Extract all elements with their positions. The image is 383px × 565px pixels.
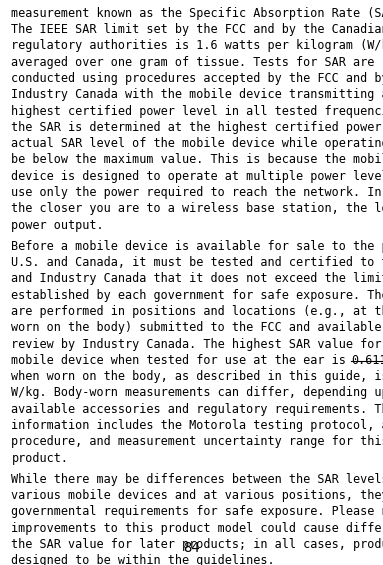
Text: the SAR value for later products; in all cases, products are: the SAR value for later products; in all… [11, 538, 383, 551]
Text: 84: 84 [183, 541, 200, 555]
Text: governmental requirements for safe exposure. Please note that: governmental requirements for safe expos… [11, 505, 383, 518]
Text: be below the maximum value. This is because the mobile: be below the maximum value. This is beca… [11, 154, 383, 167]
Text: The IEEE SAR limit set by the FCC and by the Canadian: The IEEE SAR limit set by the FCC and by… [11, 23, 383, 36]
Text: U.S. and Canada, it must be tested and certified to the FCC: U.S. and Canada, it must be tested and c… [11, 256, 383, 269]
Text: While there may be differences between the SAR levels of: While there may be differences between t… [11, 473, 383, 486]
Text: the closer you are to a wireless base station, the lower the: the closer you are to a wireless base st… [11, 202, 383, 215]
Text: established by each government for safe exposure. The tests: established by each government for safe … [11, 289, 383, 302]
Text: designed to be within the guidelines.: designed to be within the guidelines. [11, 554, 275, 565]
Text: information includes the Motorola testing protocol, assessment: information includes the Motorola testin… [11, 419, 383, 432]
Text: power output.: power output. [11, 219, 104, 232]
Text: W/kg. Body-worn measurements can differ, depending upon: W/kg. Body-worn measurements can differ,… [11, 386, 383, 399]
Text: Before a mobile device is available for sale to the public in the: Before a mobile device is available for … [11, 240, 383, 253]
Text: review by Industry Canada. The highest SAR value for this: review by Industry Canada. The highest S… [11, 337, 383, 350]
Text: when worn on the body, as described in this guide, is: when worn on the body, as described in t… [11, 370, 383, 383]
Text: worn on the body) submitted to the FCC and available for: worn on the body) submitted to the FCC a… [11, 321, 383, 334]
Text: conducted using procedures accepted by the FCC and by: conducted using procedures accepted by t… [11, 72, 383, 85]
Text: use only the power required to reach the network. In general,: use only the power required to reach the… [11, 186, 383, 199]
Text: 0.611: 0.611 [352, 354, 383, 367]
Text: are performed in positions and locations (e.g., at the ear and: are performed in positions and locations… [11, 305, 383, 318]
Text: actual SAR level of the mobile device while operating can: actual SAR level of the mobile device wh… [11, 137, 383, 150]
Text: various mobile devices and at various positions, they meet the: various mobile devices and at various po… [11, 489, 383, 502]
Text: averaged over one gram of tissue. Tests for SAR are: averaged over one gram of tissue. Tests … [11, 56, 375, 69]
Text: highest certified power level in all tested frequencies. Although: highest certified power level in all tes… [11, 105, 383, 118]
Text: measurement known as the Specific Absorption Rate (SAR).: measurement known as the Specific Absorp… [11, 7, 383, 20]
Text: and Industry Canada that it does not exceed the limit: and Industry Canada that it does not exc… [11, 272, 383, 285]
Text: procedure, and measurement uncertainty range for this: procedure, and measurement uncertainty r… [11, 435, 383, 448]
Text: improvements to this product model could cause differences in: improvements to this product model could… [11, 521, 383, 534]
Text: mobile device when tested for use at the ear is: mobile device when tested for use at the… [11, 354, 354, 367]
Text: available accessories and regulatory requirements. The SAR: available accessories and regulatory req… [11, 403, 383, 416]
Text: regulatory authorities is 1.6 watts per kilogram (W/kg),: regulatory authorities is 1.6 watts per … [11, 40, 383, 53]
Text: device is designed to operate at multiple power levels so as to: device is designed to operate at multipl… [11, 170, 383, 182]
Text: product.: product. [11, 451, 69, 464]
Text: Industry Canada with the mobile device transmitting at its: Industry Canada with the mobile device t… [11, 88, 383, 101]
Text: the SAR is determined at the highest certified power level, the: the SAR is determined at the highest cer… [11, 121, 383, 134]
